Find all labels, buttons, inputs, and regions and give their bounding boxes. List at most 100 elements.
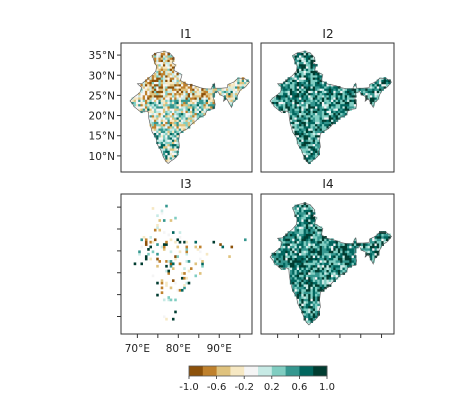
map-cell	[328, 103, 332, 107]
map-cell	[303, 276, 307, 280]
map-cell	[176, 128, 180, 131]
map-cell	[310, 226, 314, 230]
map-cell	[162, 99, 166, 102]
map-cell	[140, 92, 143, 96]
map-cell	[178, 90, 182, 94]
map-cell	[169, 70, 173, 74]
map-cell	[160, 61, 164, 65]
map-cell	[308, 61, 311, 65]
map-cell	[294, 276, 298, 280]
map-cell	[319, 267, 323, 270]
map-cell	[303, 243, 307, 246]
map-cell	[299, 83, 302, 87]
map-cell	[303, 228, 307, 232]
map-cell	[369, 238, 373, 242]
map-cell	[305, 114, 309, 118]
map-cell	[305, 157, 309, 160]
map-cell	[169, 114, 173, 118]
map-cell	[292, 262, 295, 266]
map-cell	[135, 95, 139, 98]
map-cell	[349, 88, 352, 91]
map-cell	[326, 284, 330, 287]
map-cell	[326, 97, 330, 100]
map-cell	[385, 233, 389, 237]
map-cell	[176, 146, 180, 149]
map-cell	[349, 262, 352, 266]
map-cell	[301, 57, 304, 60]
map-cell	[342, 262, 346, 266]
map-cell	[296, 238, 300, 242]
map-cell	[176, 238, 180, 242]
map-cell	[353, 103, 357, 107]
map-cell	[324, 101, 327, 105]
map-cell	[353, 90, 357, 94]
map-cell	[283, 95, 286, 98]
map-cell	[308, 128, 311, 131]
map-cell	[287, 81, 291, 85]
colorbar-tick-label: 0.2	[264, 382, 280, 393]
map-cell	[162, 50, 166, 54]
map-cell	[194, 101, 198, 105]
map-cell	[158, 72, 162, 76]
map-cell	[296, 141, 300, 145]
map-cell	[321, 108, 325, 111]
map-cell	[317, 281, 320, 285]
map-cell	[287, 264, 291, 268]
map-cell	[326, 272, 330, 275]
map-cell	[156, 112, 159, 116]
map-cell	[305, 108, 309, 111]
map-cell	[321, 274, 325, 278]
map-cell	[303, 231, 307, 234]
map-cell	[167, 150, 171, 153]
map-cell	[156, 126, 159, 129]
map-cell	[151, 90, 155, 94]
map-cell	[372, 245, 375, 249]
map-cell	[301, 90, 304, 94]
map-cell	[156, 61, 159, 65]
map-cell	[151, 274, 155, 278]
map-cell	[351, 262, 355, 266]
map-cell	[303, 284, 307, 287]
map-cell	[285, 95, 288, 98]
map-cell	[165, 88, 168, 91]
map-cell	[151, 108, 155, 111]
map-cell	[301, 61, 304, 65]
map-cell	[278, 99, 282, 102]
map-cell	[187, 260, 191, 263]
map-cell	[180, 128, 184, 131]
map-cell	[326, 95, 330, 98]
map-cell	[315, 141, 318, 145]
map-cell	[340, 255, 343, 258]
map-cell	[171, 157, 175, 160]
map-cell	[303, 126, 307, 129]
map-cell	[292, 108, 295, 111]
map-cell	[301, 143, 304, 147]
map-cell	[174, 134, 177, 138]
map-cell	[305, 70, 309, 74]
map-cell	[246, 81, 249, 85]
map-cell	[273, 99, 277, 102]
map-cell	[165, 55, 168, 58]
map-cell	[321, 101, 325, 105]
map-cell	[312, 209, 316, 213]
map-cell	[160, 52, 164, 56]
map-cell	[294, 123, 298, 127]
map-cell	[301, 267, 304, 270]
map-cell	[301, 117, 304, 120]
map-cell	[212, 88, 216, 91]
map-cell	[312, 108, 316, 111]
map-cell	[178, 81, 182, 85]
map-cell	[165, 97, 168, 100]
map-cell	[212, 106, 216, 109]
map-cell	[273, 260, 277, 263]
map-cell	[347, 250, 350, 254]
map-cell	[244, 79, 247, 82]
map-cell	[285, 240, 288, 244]
map-cell	[178, 97, 182, 100]
map-cell	[230, 99, 234, 102]
map-cell	[194, 86, 198, 89]
map-cell	[294, 114, 298, 118]
map-cell	[151, 123, 155, 127]
map-cell	[167, 260, 171, 263]
map-cell	[315, 255, 318, 258]
